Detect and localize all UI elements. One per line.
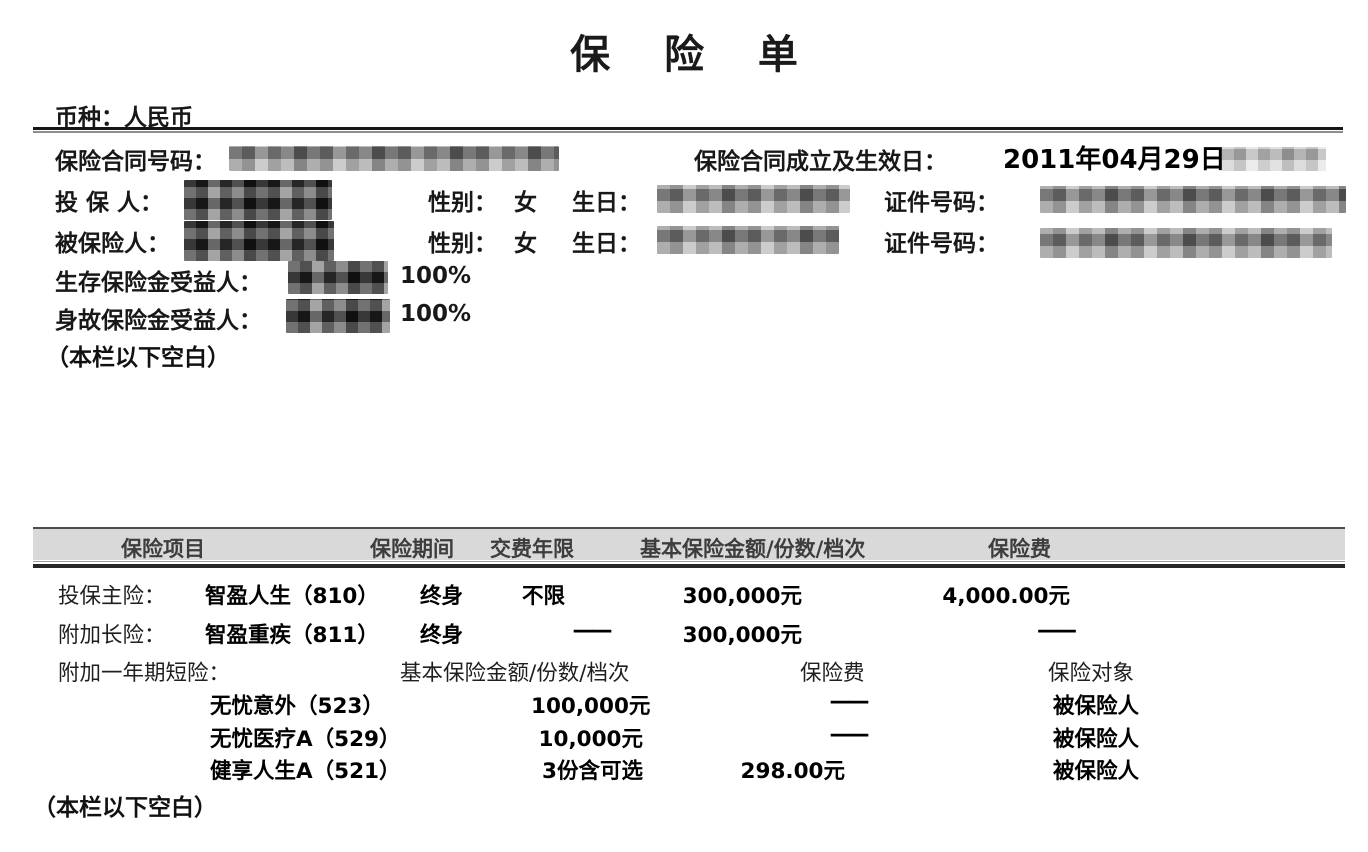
short-rider-row-name: 无忧意外（523） xyxy=(210,694,384,719)
survival-beneficiary-label: 生存保险金受益人： xyxy=(55,270,262,296)
long-rider-amount: 300,000元 xyxy=(682,623,802,648)
insured-birthday-label: 生日： xyxy=(572,231,641,257)
main-policy-period: 终身 xyxy=(420,584,464,609)
death-beneficiary-redacted-block xyxy=(286,299,390,333)
short-rider-premium-header: 保险费 xyxy=(800,661,865,686)
applicant-gender-value: 女 xyxy=(514,190,537,216)
short-rider-row-name: 无忧医疗A（529） xyxy=(210,727,401,752)
short-rider-row-target: 被保险人 xyxy=(1053,727,1140,752)
short-rider-target-header: 保险对象 xyxy=(1048,661,1135,686)
main-policy-category: 投保主险： xyxy=(58,584,166,609)
long-rider-period: 终身 xyxy=(420,623,464,648)
table-header-bar xyxy=(33,527,1345,560)
main-policy-name: 智盈人生（810） xyxy=(205,584,379,609)
death-beneficiary-label: 身故保险金受益人： xyxy=(55,308,262,334)
long-rider-name: 智盈重疾（811） xyxy=(205,623,379,648)
applicant-id-redacted-block xyxy=(1040,186,1346,213)
short-rider-row-amount: 10,000元 xyxy=(538,727,643,752)
applicant-label: 投 保 人： xyxy=(55,190,164,216)
top-divider-rule xyxy=(33,127,1343,134)
insured-id-label: 证件号码： xyxy=(884,231,999,257)
column-header-amount: 基本保险金额/份数/档次 xyxy=(640,537,866,561)
applicant-gender-label: 性别： xyxy=(428,190,497,216)
survival-beneficiary-percentage: 100% xyxy=(400,263,472,289)
short-rider-row-name: 健享人生A（521） xyxy=(210,759,401,784)
column-header-item: 保险项目 xyxy=(121,537,205,561)
insured-name-redacted-block xyxy=(184,221,334,261)
table-header-divider-rule xyxy=(33,561,1345,569)
contract-number-redacted-block xyxy=(229,146,559,171)
contract-number-label: 保险合同号码： xyxy=(55,149,216,175)
blank-below-note-bottom: （本栏以下空白） xyxy=(33,795,217,821)
effective-date-value: 2011年04月29日 xyxy=(1003,145,1226,175)
short-rider-row-target: 被保险人 xyxy=(1053,759,1140,784)
short-rider-row-premium-dash: —— xyxy=(829,689,870,714)
long-rider-category: 附加长险： xyxy=(58,623,166,648)
main-policy-payment-years: 不限 xyxy=(522,584,566,609)
short-rider-section-label: 附加一年期短险： xyxy=(58,661,231,686)
short-rider-amount-header: 基本保险金额/份数/档次 xyxy=(400,661,630,686)
insured-id-redacted-block xyxy=(1040,228,1332,258)
column-header-premium: 保险费 xyxy=(988,537,1051,561)
applicant-birthday-redacted-block xyxy=(657,185,850,213)
survival-beneficiary-redacted-block xyxy=(288,261,388,294)
short-rider-row-premium-dash: —— xyxy=(829,722,870,747)
column-header-period: 保险期间 xyxy=(370,537,454,561)
short-rider-row-target: 被保险人 xyxy=(1053,694,1140,719)
blank-below-note-top: （本栏以下空白） xyxy=(46,345,230,371)
insured-label: 被保险人： xyxy=(55,231,170,257)
applicant-birthday-label: 生日： xyxy=(572,190,641,216)
short-rider-row-amount: 100,000元 xyxy=(531,694,651,719)
main-policy-premium: 4,000.00元 xyxy=(942,584,1070,609)
insured-gender-label: 性别： xyxy=(428,231,497,257)
short-rider-row-amount: 3份含可选 xyxy=(542,759,643,784)
currency-label: 币种：人民币 xyxy=(55,105,193,131)
insured-gender-value: 女 xyxy=(514,231,537,257)
short-rider-row-premium: 298.00元 xyxy=(740,759,845,784)
death-beneficiary-percentage: 100% xyxy=(400,301,472,327)
page-title: 保 险 单 xyxy=(570,32,818,78)
main-policy-amount: 300,000元 xyxy=(682,584,802,609)
long-rider-payment-years-dash: —— xyxy=(572,618,613,643)
long-rider-premium-dash: —— xyxy=(1037,618,1077,643)
column-header-payment-years: 交费年限 xyxy=(490,537,574,561)
applicant-name-redacted-block xyxy=(184,180,332,220)
applicant-id-label: 证件号码： xyxy=(884,190,999,216)
insured-birthday-redacted-block xyxy=(657,226,839,254)
effective-date-label: 保险合同成立及生效日： xyxy=(694,149,947,175)
effective-time-redacted-block xyxy=(1222,147,1326,171)
